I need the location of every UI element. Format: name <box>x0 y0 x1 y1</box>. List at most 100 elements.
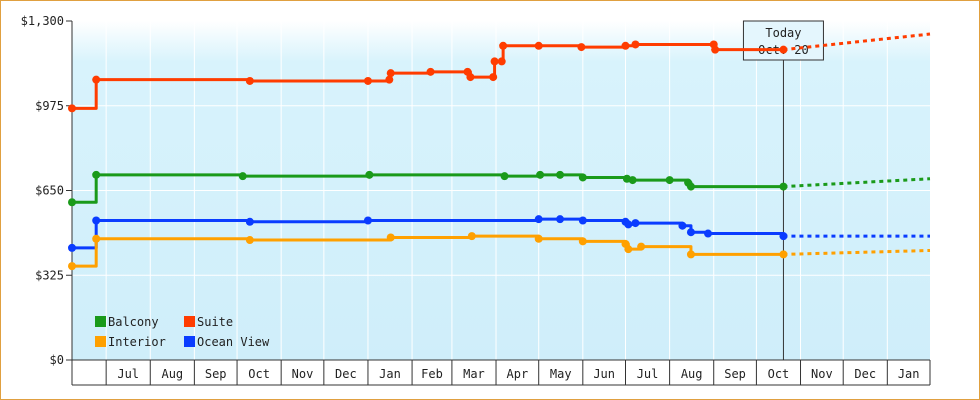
x-tick-label: May <box>550 367 572 381</box>
data-point <box>68 243 76 252</box>
x-tick-label: Oct <box>768 367 790 381</box>
y-tick-label: $325 <box>35 268 64 282</box>
x-tick-label: Jan <box>898 367 920 381</box>
x-tick-label: Dec <box>335 367 357 381</box>
series-interior <box>68 232 931 271</box>
x-tick-label: Aug <box>161 367 183 381</box>
data-point <box>628 176 637 185</box>
data-point <box>92 234 101 243</box>
legend-label-suite: Suite <box>197 315 233 329</box>
projection-line-balcony <box>783 177 931 189</box>
x-tick-label: Sep <box>724 367 746 381</box>
data-point <box>577 43 586 52</box>
legend-swatch-suite <box>184 316 195 327</box>
data-point <box>467 232 476 241</box>
series-suite <box>68 32 931 113</box>
x-tick-label: Mar <box>463 367 485 381</box>
data-point <box>534 234 543 243</box>
data-point <box>500 172 509 181</box>
data-point <box>490 57 499 66</box>
data-point <box>466 73 475 82</box>
data-point <box>499 41 508 50</box>
data-point <box>631 40 640 49</box>
data-point <box>624 245 633 254</box>
data-point <box>365 170 374 179</box>
data-point <box>711 45 720 54</box>
series-line-ocean-view <box>72 217 785 250</box>
data-point <box>556 215 565 224</box>
legend-label-interior: Interior <box>108 335 166 349</box>
data-point <box>245 76 254 85</box>
x-tick-label: Jan <box>379 367 401 381</box>
legend-swatch-ocean-view <box>184 336 195 347</box>
y-tick-label: $650 <box>35 184 64 198</box>
data-point <box>624 220 633 229</box>
data-point <box>637 242 646 251</box>
data-point <box>536 170 545 179</box>
data-point <box>578 173 587 182</box>
series <box>68 32 931 271</box>
data-point <box>386 69 395 78</box>
data-point <box>621 41 630 50</box>
x-tick-label: Dec <box>854 367 876 381</box>
grid <box>72 20 930 360</box>
data-point <box>238 172 247 181</box>
x-tick-label: Jul <box>637 367 659 381</box>
data-point <box>678 221 687 230</box>
data-point <box>779 45 788 54</box>
data-point <box>665 176 674 185</box>
data-point <box>686 182 695 191</box>
data-point <box>534 215 543 224</box>
data-point <box>385 75 394 84</box>
x-tick-label: Feb <box>421 367 443 381</box>
x-tick-label: Aug <box>681 367 703 381</box>
data-point <box>556 170 565 179</box>
data-point <box>68 198 76 207</box>
data-point <box>426 67 435 76</box>
legend: Balcony Suite Interior Ocean View <box>95 315 270 349</box>
y-tick-label: $1,300 <box>21 14 64 28</box>
data-point <box>363 76 372 85</box>
x-tick-label: Sep <box>205 367 227 381</box>
y-tick-label: $0 <box>50 353 64 367</box>
x-tick-label: Jul <box>117 367 139 381</box>
data-point <box>386 233 395 242</box>
data-point <box>704 229 713 238</box>
projection-line-interior <box>783 248 931 256</box>
data-point <box>534 41 543 50</box>
data-point <box>92 170 101 179</box>
data-point <box>245 217 254 226</box>
data-point <box>489 73 498 82</box>
data-point <box>68 262 76 271</box>
data-point <box>779 250 788 259</box>
series-balcony <box>68 170 931 207</box>
data-point <box>686 228 695 237</box>
legend-label-ocean-view: Ocean View <box>197 335 270 349</box>
data-point <box>578 216 587 225</box>
data-point <box>92 75 101 84</box>
data-point <box>686 250 695 259</box>
legend-label-balcony: Balcony <box>108 315 159 329</box>
x-tick-label: Nov <box>811 367 833 381</box>
data-point <box>245 236 254 245</box>
data-point <box>578 237 587 246</box>
today-label: Today <box>765 26 801 40</box>
data-point <box>363 216 372 225</box>
x-tick-label: Nov <box>292 367 314 381</box>
series-ocean-view <box>68 215 930 252</box>
data-point <box>631 219 640 228</box>
axes: $0 $325 $650 $975 $1,300 Jul Aug Sep Oct Nov Dec Ja… <box>21 14 931 386</box>
x-tick-label: Apr <box>507 367 529 381</box>
data-point <box>92 216 101 225</box>
data-point <box>68 104 76 113</box>
legend-swatch-interior <box>95 336 106 347</box>
data-point <box>497 57 506 66</box>
x-tick-label: Oct <box>248 367 270 381</box>
y-tick-label: $975 <box>35 99 64 113</box>
x-tick-label: Jun <box>593 367 615 381</box>
projection-line-suite <box>783 32 931 52</box>
legend-swatch-balcony <box>95 316 106 327</box>
data-point <box>779 182 788 191</box>
data-point <box>779 232 788 241</box>
